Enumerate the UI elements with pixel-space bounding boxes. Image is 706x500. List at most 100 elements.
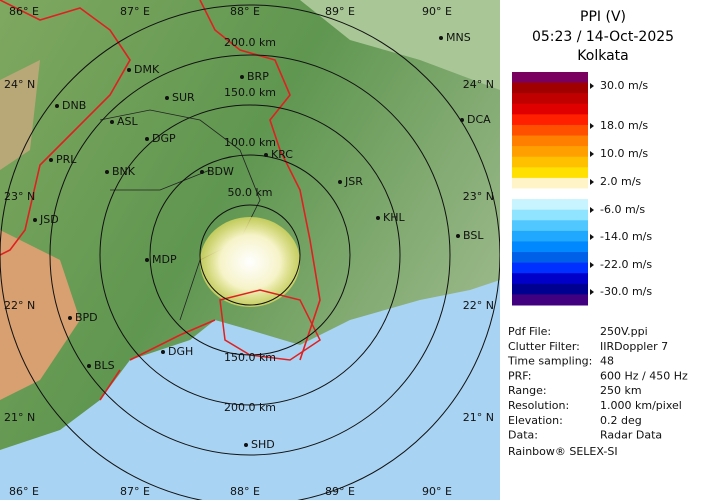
plain bbox=[300, 0, 500, 90]
city-label: KRC bbox=[271, 148, 293, 161]
longitude-label: 90° E bbox=[422, 5, 452, 18]
scale-band bbox=[512, 146, 588, 158]
info-label: Range: bbox=[508, 384, 547, 397]
city-label: JSR bbox=[344, 175, 363, 188]
longitude-label: 89° E bbox=[325, 5, 355, 18]
scale-band bbox=[512, 262, 588, 274]
city-dot bbox=[49, 158, 53, 162]
info-value: 600 Hz / 450 Hz bbox=[600, 369, 688, 382]
info-table: Pdf File: 250V.ppi Clutter Filter: IIRDoppl… bbox=[507, 325, 688, 442]
scale-label: 2.0 m/s bbox=[600, 175, 641, 188]
city-label: DMK bbox=[134, 63, 160, 76]
title: PPI (V) bbox=[580, 9, 626, 25]
ring-label: 150.0 km bbox=[224, 86, 276, 99]
scale-arrow bbox=[590, 234, 594, 240]
scale-band bbox=[512, 167, 588, 179]
border bbox=[0, 0, 321, 401]
longitude-label: 86° E bbox=[9, 485, 39, 498]
latitude-label: 22° N bbox=[463, 299, 494, 312]
city-label: BPD bbox=[75, 311, 98, 324]
info-value: 250 km bbox=[600, 384, 642, 397]
longitude-label: 90° E bbox=[422, 485, 452, 498]
scale-label: -6.0 m/s bbox=[600, 203, 645, 216]
city-label: DGP bbox=[152, 132, 176, 145]
info-value: 250V.ppi bbox=[600, 325, 648, 338]
city-dot bbox=[110, 120, 114, 124]
latitude-label: 22° N bbox=[4, 299, 35, 312]
city-dot bbox=[460, 118, 464, 122]
city-dot bbox=[376, 216, 380, 220]
longitude-label: 88° E bbox=[230, 485, 260, 498]
footer: Rainbow® SELEX-SI bbox=[508, 445, 618, 458]
map: 50.0 km 100.0 km 150.0 km 200.0 km 150.0 km 2… bbox=[0, 0, 501, 500]
map-labels: 50.0 km 100.0 km 150.0 km 200.0 km 150.0 km 2… bbox=[4, 5, 494, 498]
ring-label: 100.0 km bbox=[224, 136, 276, 149]
city-dot bbox=[240, 75, 244, 79]
info-value: IIRDoppler 7 bbox=[600, 340, 668, 353]
info-label: Clutter Filter: bbox=[508, 340, 580, 353]
highland bbox=[0, 230, 80, 400]
scale-label: 10.0 m/s bbox=[600, 147, 648, 160]
longitude-label: 86° E bbox=[9, 5, 39, 18]
city-dot bbox=[456, 234, 460, 238]
longitude-label: 88° E bbox=[230, 5, 260, 18]
city-dot bbox=[55, 104, 59, 108]
scale-arrow bbox=[590, 123, 594, 129]
scale-band bbox=[512, 156, 588, 168]
scale-band bbox=[512, 199, 588, 211]
info-value: 0.2 deg bbox=[600, 414, 642, 427]
city-dot bbox=[127, 68, 131, 72]
scale-band bbox=[512, 114, 588, 126]
scale-arrow bbox=[590, 83, 594, 89]
city-label: MNS bbox=[446, 31, 471, 44]
info-label: Elevation: bbox=[508, 414, 563, 427]
ring-label: 150.0 km bbox=[224, 351, 276, 364]
scale-label: 18.0 m/s bbox=[600, 119, 648, 132]
range-ring bbox=[149, 154, 351, 356]
scale-arrow bbox=[590, 207, 594, 213]
city-dot bbox=[338, 180, 342, 184]
scale-arrow bbox=[590, 262, 594, 268]
info-label: Data: bbox=[508, 429, 538, 442]
scale-band bbox=[512, 230, 588, 242]
scale-label: -14.0 m/s bbox=[600, 230, 652, 243]
scale-band bbox=[512, 135, 588, 147]
scale-band bbox=[512, 93, 588, 105]
datetime: 05:23 / 14-Oct-2025 bbox=[532, 29, 674, 45]
ring-label: 200.0 km bbox=[224, 36, 276, 49]
city-label: KHL bbox=[383, 211, 405, 224]
scale-band bbox=[512, 82, 588, 94]
scale-band bbox=[512, 241, 588, 253]
scale-band bbox=[512, 188, 588, 200]
scale-band bbox=[512, 72, 588, 84]
city-dot bbox=[145, 258, 149, 262]
city-dot bbox=[145, 137, 149, 141]
info-label: PRF: bbox=[508, 369, 531, 382]
city-label: BSL bbox=[463, 229, 484, 242]
info-value: 1.000 km/pixel bbox=[600, 399, 682, 412]
city-dot bbox=[165, 96, 169, 100]
range-ring bbox=[49, 54, 451, 456]
info-label: Pdf File: bbox=[508, 325, 551, 338]
city-label: BDW bbox=[207, 165, 234, 178]
city-label: ASL bbox=[117, 115, 139, 128]
city-label: DCA bbox=[467, 113, 491, 126]
range-rings bbox=[0, 4, 501, 500]
city-label: SUR bbox=[172, 91, 195, 104]
city-label: BLS bbox=[94, 359, 115, 372]
city-label: MDP bbox=[152, 253, 177, 266]
info-value: 48 bbox=[600, 355, 614, 368]
delta bbox=[219, 289, 321, 361]
scale-arrow bbox=[590, 179, 594, 185]
info-value: Radar Data bbox=[600, 429, 662, 442]
scale-band bbox=[512, 177, 588, 189]
city-dot bbox=[200, 170, 204, 174]
scale-band bbox=[512, 294, 588, 306]
city-label: SHD bbox=[251, 438, 275, 451]
city-label: BNK bbox=[112, 165, 136, 178]
latitude-label: 21° N bbox=[4, 411, 35, 424]
scale-band bbox=[512, 283, 588, 295]
city-dot bbox=[161, 350, 165, 354]
